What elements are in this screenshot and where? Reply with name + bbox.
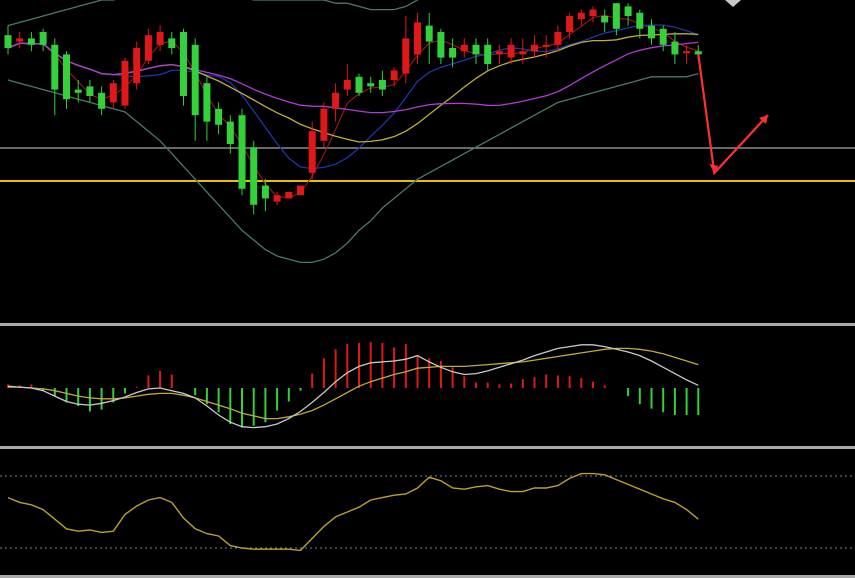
candle-body	[226, 121, 234, 144]
candle-body	[542, 44, 550, 47]
candle-body	[566, 16, 574, 32]
candle-body	[74, 89, 82, 93]
candle-body	[273, 195, 281, 202]
macd-line	[7, 344, 699, 429]
candle-body	[402, 38, 410, 74]
candle-body	[449, 48, 457, 58]
scroll-marker-icon[interactable]	[725, 0, 741, 7]
macd-panel	[7, 342, 700, 429]
candle-body	[121, 60, 129, 106]
panel-divider[interactable]	[0, 323, 855, 326]
oscillator-panel	[0, 472, 855, 552]
candle-body	[484, 44, 492, 64]
oscillator-line	[7, 472, 699, 552]
candle-body	[332, 92, 340, 109]
candle-body	[98, 92, 106, 109]
candle-body	[261, 185, 269, 199]
candle-body	[495, 51, 503, 55]
projection-arrowhead-up-icon	[759, 115, 768, 124]
candle-body	[425, 25, 433, 42]
candle-body	[133, 48, 141, 84]
candle-body	[519, 51, 527, 55]
panel-divider	[0, 575, 855, 578]
candle-body	[636, 12, 644, 29]
candle-body	[320, 108, 328, 141]
candle-body	[297, 185, 304, 196]
candle-body	[180, 32, 187, 96]
price-panel	[0, 0, 855, 264]
candle-body	[343, 80, 351, 90]
candle-body	[577, 12, 585, 20]
panel-divider[interactable]	[0, 446, 855, 449]
candle-body	[355, 76, 363, 93]
candle-body	[507, 44, 515, 58]
candle-body	[51, 44, 59, 90]
candle-body	[531, 44, 538, 52]
candle-body	[191, 44, 199, 116]
candle-body	[390, 70, 398, 80]
candle-body	[648, 25, 655, 39]
candle-body	[16, 38, 24, 42]
projection-arrowhead-down-icon	[709, 164, 719, 173]
candle-body	[168, 38, 176, 48]
candle-body	[624, 6, 632, 17]
candle-body	[109, 83, 117, 103]
bollinger-lower-line	[7, 72, 699, 264]
candle-body	[39, 32, 47, 45]
candle-body	[659, 28, 667, 45]
candle-body	[671, 41, 679, 55]
candle-body	[63, 54, 70, 100]
candle-body	[86, 86, 94, 96]
candle-body	[612, 3, 620, 29]
candle-body	[203, 83, 211, 122]
candle-body	[378, 80, 386, 90]
candle-body	[27, 38, 35, 45]
candle-body	[460, 44, 468, 52]
candle-body	[472, 44, 480, 55]
candle-body	[414, 22, 421, 55]
candle-body	[4, 35, 12, 48]
candle-body	[144, 35, 152, 61]
candle-body	[285, 192, 293, 199]
candle-body	[308, 131, 316, 173]
bollinger-upper-line	[7, 0, 419, 27]
candle-body	[215, 108, 223, 125]
candle-body	[367, 83, 375, 87]
candle-body	[683, 51, 691, 54]
candle-body	[437, 32, 445, 58]
candle-body	[156, 32, 164, 45]
candle-body	[694, 51, 702, 55]
candle-body	[250, 147, 258, 205]
candle-body	[601, 16, 609, 23]
candle-body	[554, 32, 562, 45]
candle-body	[589, 9, 597, 16]
candle-body	[238, 115, 246, 189]
